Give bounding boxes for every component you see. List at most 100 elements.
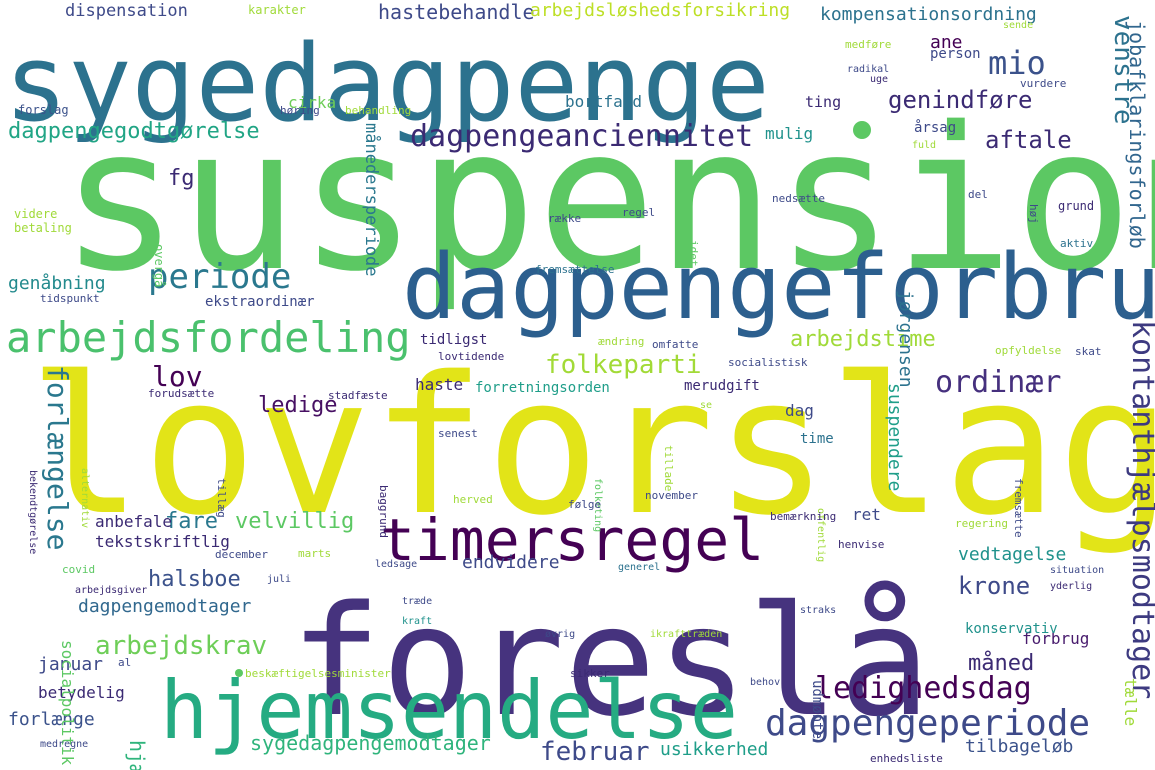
word-cloud-word: december — [215, 548, 268, 561]
word-cloud-word: fuld — [912, 140, 936, 151]
word-cloud-word: fg — [168, 166, 195, 191]
word-cloud-word: hjælp — [125, 740, 149, 770]
word-cloud-word: halsboe — [148, 567, 241, 592]
word-cloud-word: hjemsendelse — [160, 664, 738, 757]
word-cloud-word: periode — [148, 257, 291, 297]
word-cloud-word: foreslå — [290, 573, 931, 750]
word-cloud-word: timersregel — [380, 506, 764, 574]
word-cloud-word: kompensationsordning — [820, 4, 1037, 25]
word-cloud-word: omfatte — [652, 338, 698, 351]
word-cloud-word: aktiv — [1060, 237, 1093, 250]
word-cloud-word: behandling — [345, 104, 411, 117]
word-cloud-word: medføre — [845, 38, 891, 51]
word-cloud-word: ret — [852, 505, 881, 524]
word-cloud-word: fremsættelse — [535, 263, 614, 276]
word-cloud-word: træde — [402, 596, 432, 607]
word-cloud-word: baggrund — [377, 485, 390, 538]
word-cloud-word: tillæg — [215, 478, 228, 518]
word-cloud-word: medregne — [40, 739, 88, 750]
word-cloud-word: opfyldelse — [995, 344, 1061, 357]
word-cloud-word: socialpolitik — [58, 640, 77, 766]
word-cloud-word: offentlig — [815, 508, 826, 562]
word-cloud-word: ændring — [598, 335, 644, 348]
word-cloud-word: suspension — [60, 84, 1155, 315]
word-cloud-word: arbejdsgiver — [75, 585, 147, 596]
word-cloud-word: situation — [1050, 565, 1104, 576]
word-cloud-word: måned — [968, 650, 1034, 676]
word-cloud-word: jobafklaringsforløb — [1125, 20, 1149, 249]
word-cloud-word: genåbning — [8, 273, 106, 294]
word-cloud-word: række — [548, 212, 581, 225]
word-cloud-word: aftale — [985, 126, 1072, 154]
word-cloud-word: merudgift — [684, 378, 760, 394]
word-cloud-word: forbrug — [1022, 629, 1089, 648]
word-cloud-word: udmønte — [809, 680, 825, 739]
word-cloud-word: dagpengegodtgørelse — [8, 119, 260, 144]
word-cloud-word: jørgensen — [895, 290, 916, 388]
word-cloud-word: sende — [1003, 20, 1033, 31]
word-cloud-word: bortfald — [565, 92, 642, 111]
word-cloud-word: marts — [298, 547, 331, 560]
word-cloud-word: ikrafttræden — [650, 629, 722, 640]
word-cloud-word: ledsage — [375, 559, 417, 570]
word-cloud-word: mulig — [765, 124, 813, 143]
word-cloud-word: sygedagpengemodtager — [250, 731, 491, 755]
word-cloud-word: straks — [800, 605, 836, 616]
word-cloud-word: juli — [267, 574, 291, 585]
word-cloud-word: november — [645, 489, 698, 502]
word-cloud-word: genindføre — [888, 86, 1033, 114]
word-cloud-word: ane — [930, 32, 963, 53]
word-cloud-word: sikker — [570, 667, 610, 680]
word-cloud-word: arbejdstime — [790, 327, 936, 352]
word-cloud-word: ledighedsdag — [815, 671, 1032, 706]
word-cloud-word: stadfæste — [328, 389, 388, 402]
word-cloud-word: forretningsorden — [475, 380, 610, 396]
word-cloud-word: høj — [1027, 204, 1040, 224]
word-cloud-word: dagpengeforbrug — [402, 235, 1155, 340]
word-cloud-word: januar — [38, 654, 103, 675]
word-cloud-word: usikkerhed — [660, 739, 768, 760]
word-cloud-word: folketing — [592, 478, 603, 532]
word-cloud-word: skat — [1075, 345, 1102, 358]
word-cloud-word: folkeparti — [545, 350, 702, 380]
word-cloud-word: høring — [280, 104, 320, 117]
word-cloud-word: krone — [958, 572, 1030, 600]
word-cloud-word: bekendtgørelse — [27, 470, 38, 554]
word-cloud-word: konservativ — [965, 621, 1058, 637]
word-cloud-word: årsag — [914, 119, 956, 136]
word-cloud-word: februar — [540, 737, 650, 767]
word-cloud-word: dagpengeperiode — [765, 703, 1090, 744]
word-cloud-word: lovtidende — [438, 350, 504, 363]
word-cloud-word: mio — [988, 44, 1046, 82]
word-cloud-word: kontanthjælpsmodtager — [1125, 320, 1155, 699]
word-cloud-word: radikal — [847, 64, 889, 75]
word-cloud-word: covid — [62, 563, 95, 576]
word-cloud-word: socialistisk — [728, 356, 808, 369]
word-cloud-word: dagpengemodtager — [78, 596, 252, 617]
word-cloud-word: karakter — [248, 3, 306, 17]
word-cloud-word: arbejdsfordeling — [6, 313, 411, 362]
word-cloud-word: ledige — [258, 393, 337, 418]
word-cloud-word: tidspunkt — [40, 292, 100, 305]
word-cloud-word: lov — [152, 360, 203, 393]
word-cloud-word: fremsætte — [1012, 478, 1025, 538]
word-cloud-word: enhedsliste — [870, 752, 943, 765]
word-cloud-word: tilbageløb — [965, 736, 1073, 757]
word-cloud-word: grund — [1058, 199, 1094, 213]
word-cloud-word: al — [118, 656, 131, 669]
word-cloud-word: arbejdsløshedsforsikring — [530, 0, 790, 21]
word-cloud-word: del — [968, 188, 988, 201]
word-cloud-word: haste — [415, 375, 463, 394]
word-cloud-word: tidligst — [420, 332, 487, 348]
word-cloud-word: ordinær — [935, 365, 1061, 400]
word-cloud-word: henvise — [838, 538, 884, 551]
word-cloud-word: ekstraordinær — [205, 294, 315, 310]
word-cloud-word: anbefale — [95, 512, 172, 531]
word-cloud-word: sygedagpenge — [4, 22, 770, 145]
word-cloud-word: time — [800, 431, 834, 447]
word-cloud-word: betaling — [14, 221, 72, 235]
word-cloud-word: yderlig — [1050, 581, 1092, 592]
word-cloud-word: betydelig — [38, 683, 125, 702]
word-cloud-word: ting — [805, 93, 841, 111]
